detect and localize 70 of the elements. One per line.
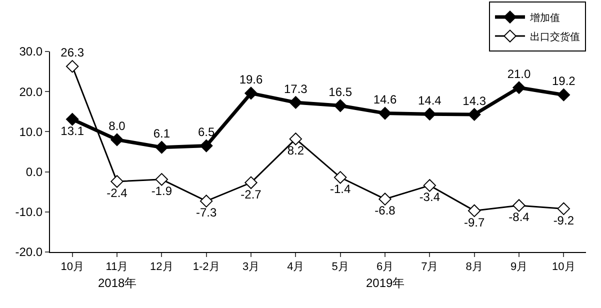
data-label: -2.4 (106, 186, 128, 200)
point (200, 139, 213, 152)
x-tick-label: 1-2月 (192, 261, 220, 274)
data-label: 14.4 (418, 93, 442, 108)
data-label: 14.3 (462, 94, 486, 108)
point (66, 112, 79, 126)
point (378, 106, 392, 120)
data-label: 21.0 (507, 66, 531, 81)
x-tick-label: 7月 (421, 261, 438, 274)
data-label: 26.3 (60, 46, 84, 60)
data-label: 17.3 (284, 82, 308, 96)
y-tick-label: -10.0 (15, 205, 43, 220)
y-tick-label: 0.0 (26, 165, 43, 180)
legend-label: 增加值 (529, 12, 560, 24)
data-label: -7.3 (196, 206, 217, 220)
point (378, 192, 392, 206)
point (200, 194, 213, 208)
y-tick-label: 20.0 (19, 84, 43, 99)
point (110, 133, 124, 146)
text: 2019年 (366, 276, 405, 290)
x-tick-label: 10月 (60, 261, 84, 274)
point (468, 108, 481, 121)
data-label: -3.4 (419, 190, 440, 204)
data-label: -1.9 (151, 184, 172, 198)
data-label: -2.7 (240, 187, 262, 202)
point (110, 175, 124, 188)
x-tick-label: 5月 (332, 261, 349, 274)
data-label: 6.5 (198, 125, 215, 140)
data-label: 16.5 (328, 85, 352, 100)
data-label: -8.4 (508, 210, 530, 224)
data-label: -1.4 (330, 182, 351, 196)
x-tick-label: 8月 (466, 261, 483, 274)
point (155, 141, 168, 154)
point (334, 171, 347, 184)
x-tick-label: 11月 (106, 261, 128, 274)
point (512, 199, 526, 212)
point (289, 132, 302, 146)
point (66, 60, 79, 73)
point (334, 99, 347, 112)
data-label: 8.2 (287, 144, 304, 158)
point (244, 176, 258, 189)
data-label: -9.7 (464, 215, 485, 230)
data-label: 13.1 (60, 124, 84, 138)
point (512, 81, 526, 94)
point (468, 204, 481, 218)
data-label: 8.0 (108, 119, 126, 134)
point (289, 96, 302, 109)
y-tick-label: 10.0 (19, 124, 43, 139)
y-tick-label: 30.0 (19, 44, 43, 59)
point (423, 108, 436, 120)
legend-label: 出口交货值 (530, 30, 580, 43)
x-tick-label: 12月 (150, 261, 174, 274)
data-label: -6.8 (374, 204, 396, 218)
data-label: 19.6 (239, 72, 263, 87)
x-tick-label: 9月 (510, 261, 528, 274)
point (423, 179, 436, 192)
point (557, 88, 570, 102)
point (244, 86, 258, 100)
point (155, 173, 168, 186)
data-label: 14.6 (373, 92, 397, 107)
x-tick-label: 3月 (242, 261, 260, 274)
data-label: 19.2 (552, 74, 576, 88)
x-tick-label: 10月 (552, 261, 576, 274)
point (557, 202, 570, 216)
text: 2018年 (98, 276, 137, 290)
data-label: 6.1 (153, 126, 170, 141)
x-tick-label: 4月 (287, 261, 304, 274)
data-label: -9.2 (553, 213, 574, 228)
x-tick-label: 6月 (376, 261, 394, 274)
y-tick-label: -20.0 (15, 245, 43, 260)
